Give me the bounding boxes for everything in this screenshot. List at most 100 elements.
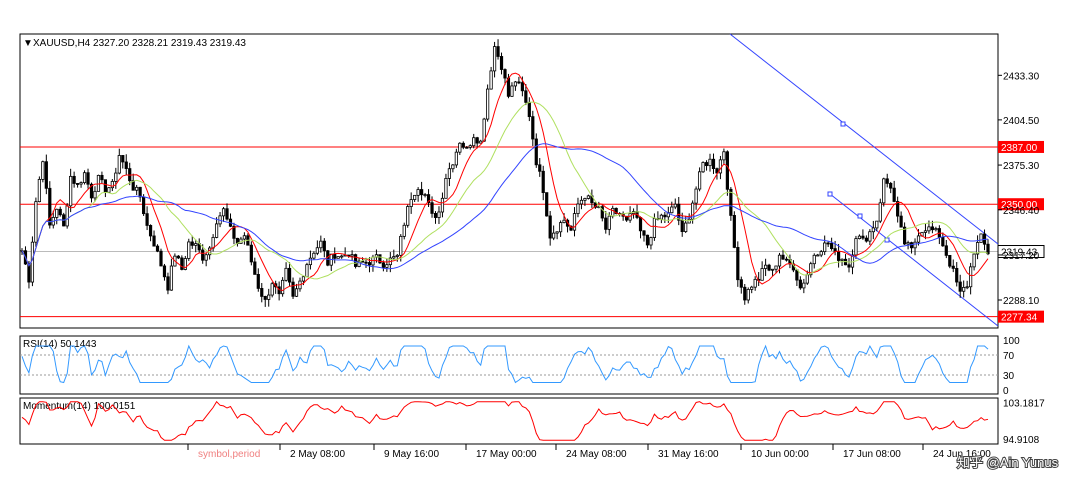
candle-body [72,175,76,184]
level-label-bg [998,198,1044,211]
moving-average-line [21,101,989,280]
price-tick-label: 2433.30 [1003,71,1040,82]
time-tick-label: 9 May 16:00 [384,449,439,460]
candle-body [492,46,497,72]
candle-body [294,288,299,297]
candle-body [517,81,521,84]
candle-body [652,217,657,238]
channel-handle[interactable] [857,213,863,219]
candle-body [538,164,542,172]
candle-body [750,286,754,290]
price-tick-label: 2288.10 [1003,296,1040,307]
candle-body [878,202,882,222]
candle-body [614,207,618,214]
candlesticks [20,39,990,307]
candle-body [402,224,406,237]
candle-body [916,235,921,243]
time-tick-label: 17 May 00:00 [476,449,537,460]
candle-body [732,215,736,248]
current-price-label-bg [997,245,1045,259]
candle-body [875,220,879,229]
candle-body [204,254,208,261]
candle-body [770,268,775,271]
candle-body [715,168,719,174]
candle-body [847,264,851,268]
candle-body [89,183,94,199]
candle-body [708,158,712,167]
candle-body [889,182,893,189]
candle-body [287,267,292,283]
candle-body [513,81,518,87]
candle-body [836,251,841,261]
candle-body [659,214,663,220]
candle-body [670,206,674,214]
candle-body [41,161,45,180]
candle-body [34,201,38,243]
candle-body [155,245,160,252]
candle-body [58,208,62,216]
candle-body [531,116,535,140]
candle-body [152,235,156,247]
channel-handle[interactable] [827,191,833,197]
candle-body [805,274,809,284]
candle-body [548,215,552,239]
current-price-label: 2319.43 [1001,248,1038,259]
candle-body [555,231,559,234]
candle-body [270,283,274,296]
candle-body [37,178,41,203]
momentum-label: Momentum(14) 100.0151 [23,401,136,412]
candle-body [86,172,90,185]
candle-body [506,77,511,97]
time-tick-label: 24 Jun 16:00 [933,449,991,460]
candle-body [378,254,382,264]
channel-upper [729,33,999,245]
candle-body [697,171,702,190]
candle-body [353,254,358,267]
candle-body [357,260,361,267]
candle-body [739,279,743,288]
candle-body [461,142,465,148]
candle-body [545,192,549,217]
candle-body [256,274,260,289]
momentum-axis: 103.1817 94.9108 [1003,399,1045,446]
symbol-header: XAUUSD,H4 2327.20 2328.21 2319.43 2319.4… [33,38,246,49]
price-pane-frame [19,33,999,329]
candle-body [440,197,445,213]
candle-body [44,161,48,189]
candle-body [433,213,438,218]
candle-body [948,254,952,267]
time-tick-label: 31 May 16:00 [658,449,719,460]
candle-body [826,242,830,245]
channel-handle[interactable] [840,121,846,127]
candle-body [225,208,229,220]
candle-body [736,247,740,281]
candle-body [305,264,309,278]
candle-body [958,281,962,292]
candle-body [743,286,747,301]
candle-body [336,256,340,259]
candle-body [777,254,782,267]
candle-body [114,172,118,182]
candle-body [562,219,566,224]
candle-body [753,278,757,288]
candle-body [649,237,653,246]
candle-body [190,241,194,246]
candle-body [148,225,153,237]
candle-body [103,179,107,193]
candle-body [499,56,504,70]
candle-body [249,244,253,263]
candle-body [486,88,490,120]
candle-body [760,268,764,281]
candle-body [951,265,955,269]
candle-body [725,151,729,190]
candle-body [663,214,667,218]
price-tick-label: 2317.20 [1003,251,1040,262]
candle-body [923,230,928,233]
candle-body [583,198,587,201]
candle-body [781,254,785,260]
candle-body [350,254,354,257]
candle-body [871,227,875,233]
candle-body [642,230,646,236]
candle-body [284,267,288,281]
candle-body [722,151,726,161]
